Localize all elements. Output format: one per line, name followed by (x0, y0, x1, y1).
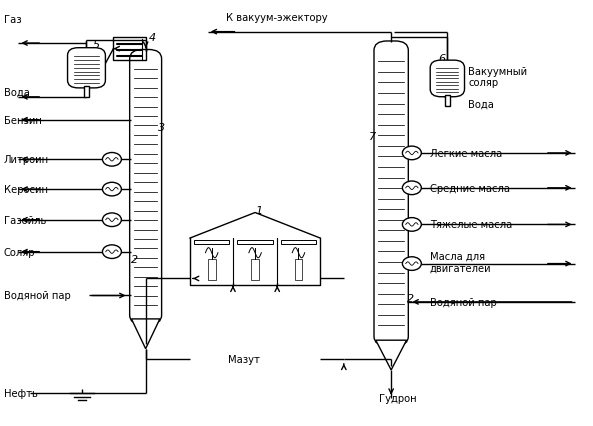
Text: Гудрон: Гудрон (380, 393, 417, 403)
Text: Нефть: Нефть (4, 389, 37, 398)
Text: 2: 2 (407, 294, 414, 304)
FancyBboxPatch shape (68, 49, 106, 89)
Text: Водяной пар: Водяной пар (429, 297, 496, 307)
Text: 1: 1 (255, 206, 262, 216)
Text: Средние масла: Средние масла (429, 183, 509, 193)
Bar (445, 96, 450, 106)
FancyBboxPatch shape (130, 50, 162, 325)
Text: Масла для
двигателей: Масла для двигателей (429, 251, 491, 273)
Text: Газ: Газ (4, 15, 21, 25)
FancyBboxPatch shape (374, 42, 409, 346)
Text: 3: 3 (158, 123, 165, 133)
Polygon shape (132, 319, 160, 349)
Bar (208, 259, 216, 280)
Bar (280, 240, 316, 244)
Text: Мазут: Мазут (228, 354, 260, 365)
Text: Газойль: Газойль (4, 215, 46, 225)
Text: Литроин: Литроин (4, 155, 49, 165)
Bar (295, 259, 302, 280)
Circle shape (403, 147, 422, 160)
Text: Бензин: Бензин (4, 115, 42, 125)
Text: 2: 2 (131, 255, 138, 265)
Bar (113, 38, 146, 61)
Circle shape (103, 153, 122, 167)
Text: К вакуум-эжектору: К вакуум-эжектору (225, 13, 327, 23)
Circle shape (103, 183, 122, 196)
Circle shape (403, 181, 422, 195)
Bar (84, 87, 90, 98)
Text: Керосин: Керосин (4, 184, 47, 195)
Circle shape (403, 218, 422, 232)
Text: 5: 5 (93, 40, 100, 50)
Bar (194, 240, 229, 244)
Text: 7: 7 (369, 132, 377, 141)
Polygon shape (376, 340, 407, 370)
Text: Водяной пар: Водяной пар (4, 291, 71, 301)
Bar (237, 240, 273, 244)
Text: 6: 6 (438, 54, 445, 64)
Bar (251, 259, 259, 280)
Circle shape (103, 245, 122, 259)
Circle shape (103, 213, 122, 227)
Circle shape (403, 257, 422, 271)
Text: Легкие масла: Легкие масла (429, 149, 502, 158)
Text: Соляр: Соляр (4, 247, 35, 257)
Text: Вода: Вода (4, 87, 30, 97)
FancyBboxPatch shape (430, 61, 464, 98)
Text: Вода: Вода (468, 100, 494, 110)
Text: Тяжелые масла: Тяжелые масла (429, 220, 512, 230)
Text: 4: 4 (149, 33, 156, 43)
Text: Вакуумный
соляр: Вакуумный соляр (468, 66, 527, 88)
